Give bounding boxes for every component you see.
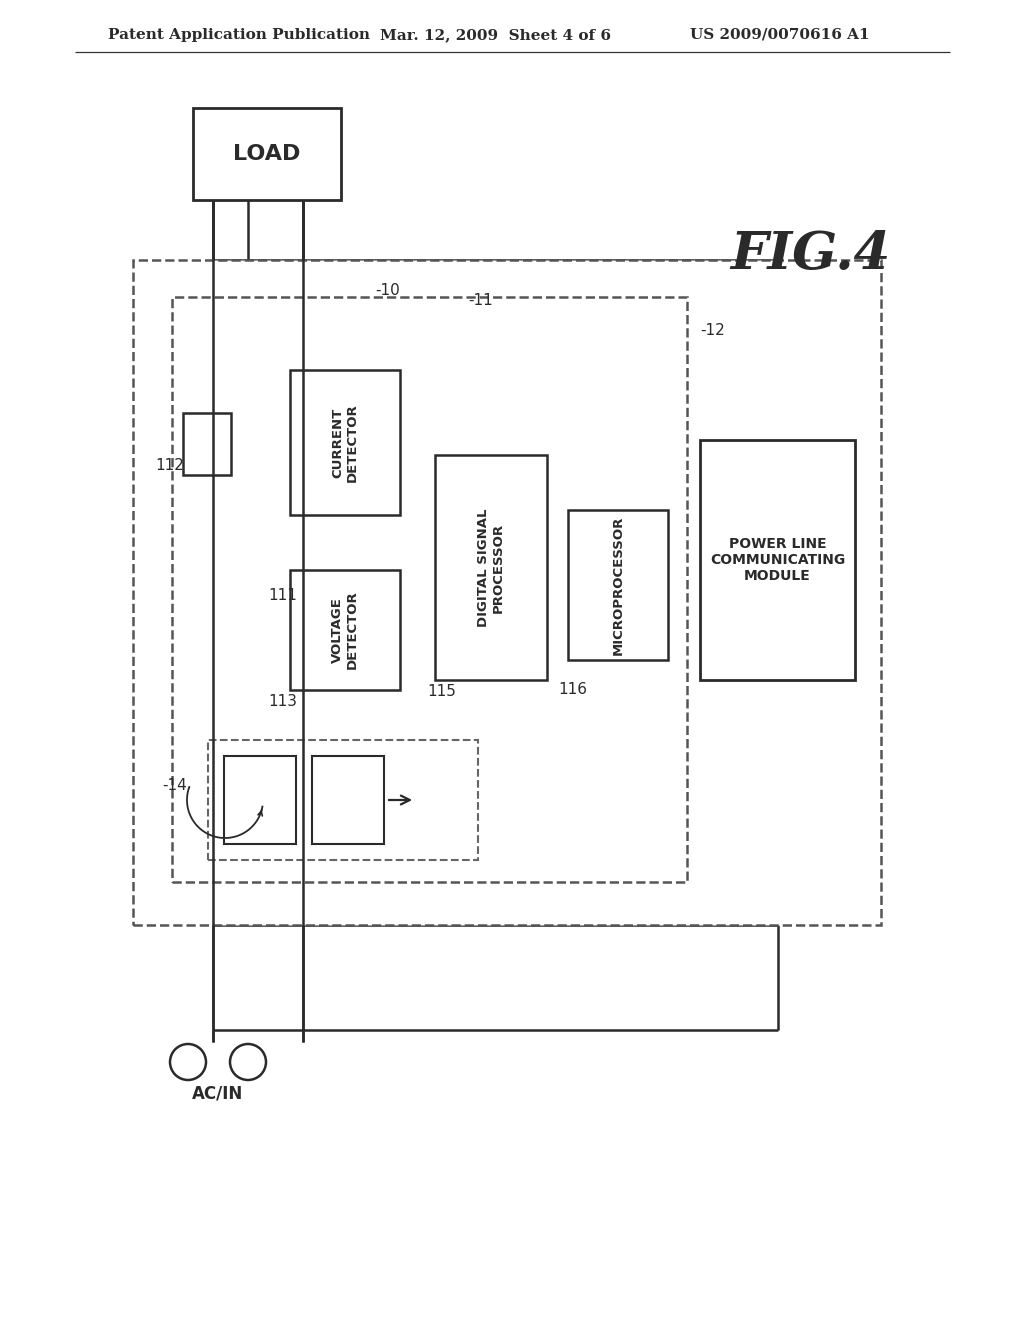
Text: AC/IN: AC/IN bbox=[193, 1085, 244, 1104]
Text: POWER LINE
COMMUNICATING
MODULE: POWER LINE COMMUNICATING MODULE bbox=[710, 537, 845, 583]
Text: 113: 113 bbox=[268, 694, 297, 710]
Bar bbox=[172, 297, 687, 882]
Bar bbox=[290, 370, 400, 515]
Text: DIGITAL SIGNAL
PROCESSOR: DIGITAL SIGNAL PROCESSOR bbox=[477, 508, 505, 627]
Text: 116: 116 bbox=[558, 682, 587, 697]
Circle shape bbox=[170, 1044, 206, 1080]
Text: Mar. 12, 2009  Sheet 4 of 6: Mar. 12, 2009 Sheet 4 of 6 bbox=[380, 28, 611, 42]
Text: FIG.4: FIG.4 bbox=[730, 230, 891, 281]
Bar bbox=[290, 570, 400, 690]
Bar bbox=[700, 440, 855, 680]
Text: 111: 111 bbox=[268, 587, 297, 602]
Bar bbox=[312, 756, 384, 843]
Bar bbox=[435, 455, 547, 680]
Text: 115: 115 bbox=[427, 685, 456, 700]
Bar bbox=[208, 741, 478, 861]
Text: MICROPROCESSOR: MICROPROCESSOR bbox=[611, 515, 625, 655]
Text: VOLTAGE
DETECTOR: VOLTAGE DETECTOR bbox=[331, 590, 359, 669]
Text: 112: 112 bbox=[155, 458, 184, 473]
Text: Patent Application Publication: Patent Application Publication bbox=[108, 28, 370, 42]
Text: US 2009/0070616 A1: US 2009/0070616 A1 bbox=[690, 28, 869, 42]
Text: LOAD: LOAD bbox=[233, 144, 301, 164]
Bar bbox=[183, 413, 231, 475]
Circle shape bbox=[230, 1044, 266, 1080]
Bar bbox=[224, 756, 296, 843]
Text: -11: -11 bbox=[468, 293, 493, 308]
Bar bbox=[193, 108, 341, 201]
Text: -14: -14 bbox=[162, 777, 186, 792]
Bar bbox=[133, 260, 881, 925]
Text: CURRENT
DETECTOR: CURRENT DETECTOR bbox=[331, 403, 359, 482]
Text: -10: -10 bbox=[375, 282, 399, 298]
Text: -12: -12 bbox=[700, 323, 725, 338]
Bar bbox=[568, 510, 668, 660]
